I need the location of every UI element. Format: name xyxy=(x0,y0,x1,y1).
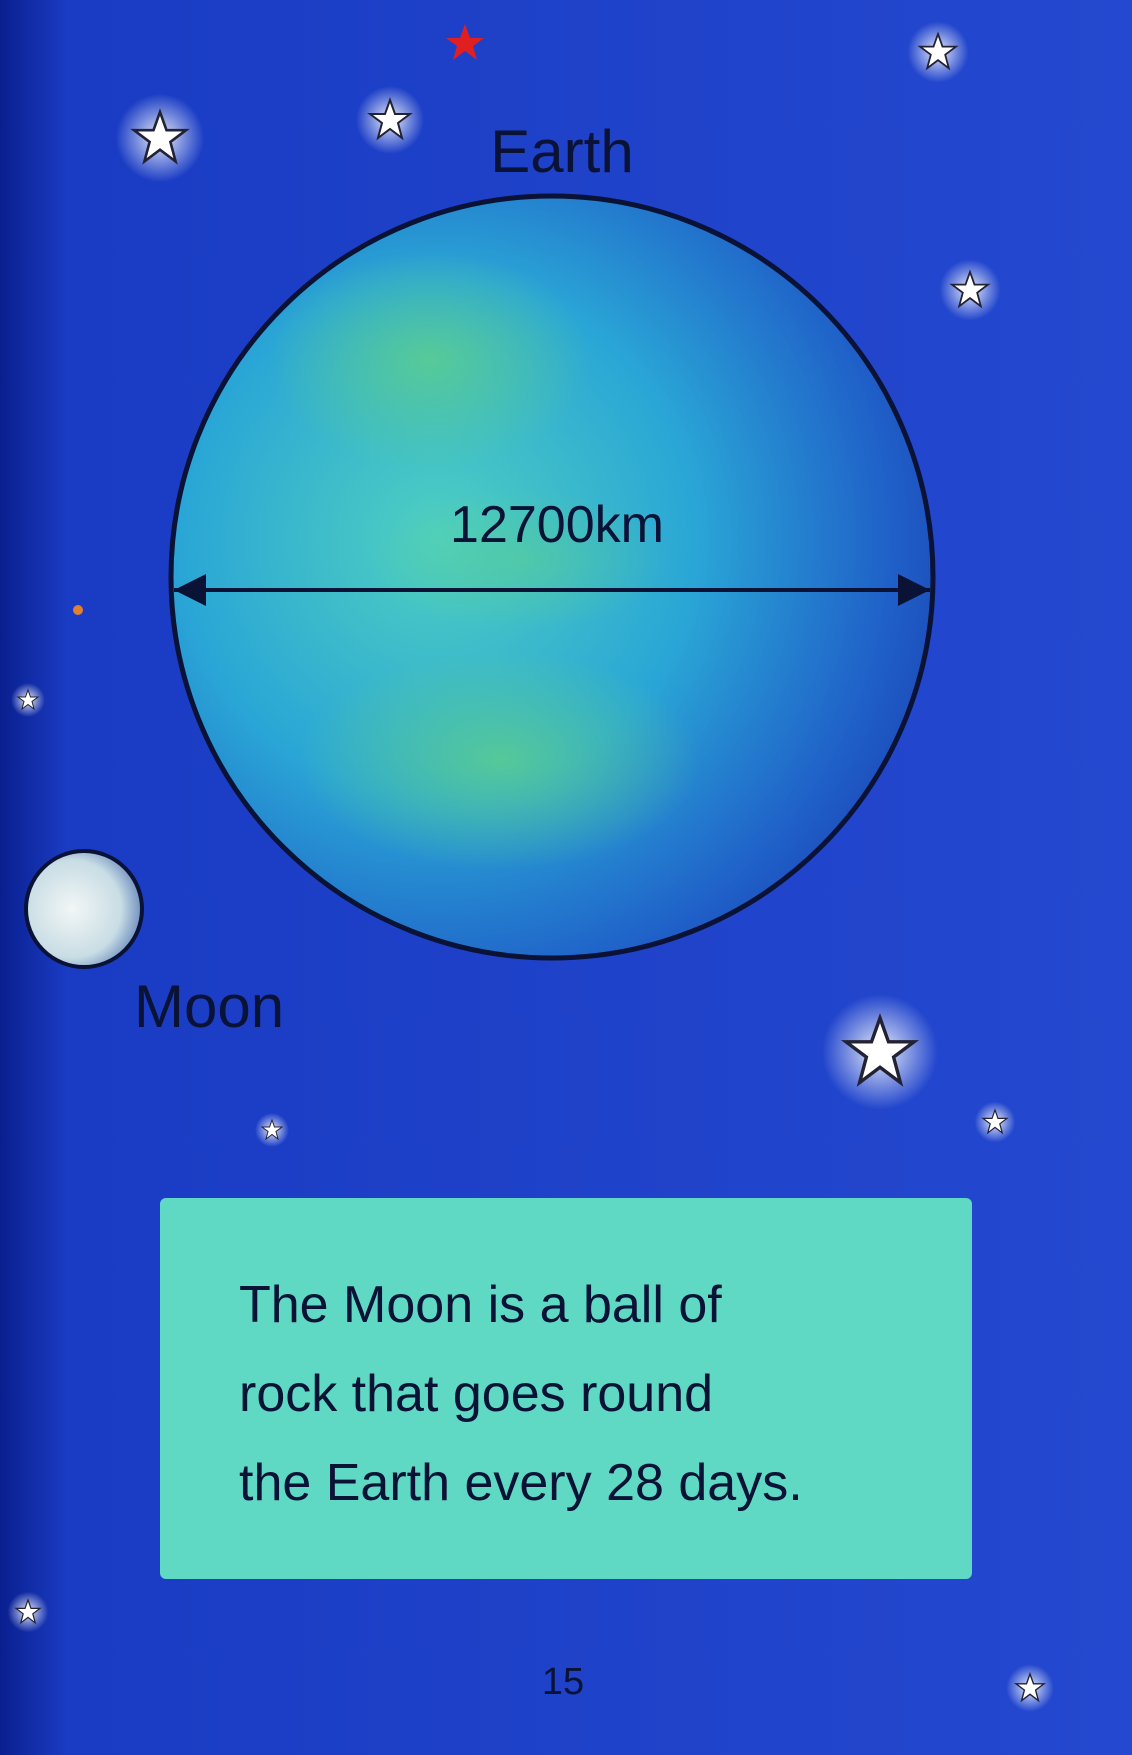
diameter-label: 12700km xyxy=(450,496,664,554)
moon xyxy=(24,849,144,969)
text-line: The Moon is a ball of xyxy=(239,1276,722,1334)
page-number: 15 xyxy=(542,1661,584,1703)
stars xyxy=(6,20,1055,1713)
text-line: rock that goes round xyxy=(239,1365,713,1423)
moon-label: Moon xyxy=(134,973,284,1040)
text-line: the Earth every 28 days. xyxy=(239,1454,803,1512)
earth-label: Earth xyxy=(490,118,633,185)
earth xyxy=(168,193,936,961)
text-box xyxy=(160,1198,972,1579)
